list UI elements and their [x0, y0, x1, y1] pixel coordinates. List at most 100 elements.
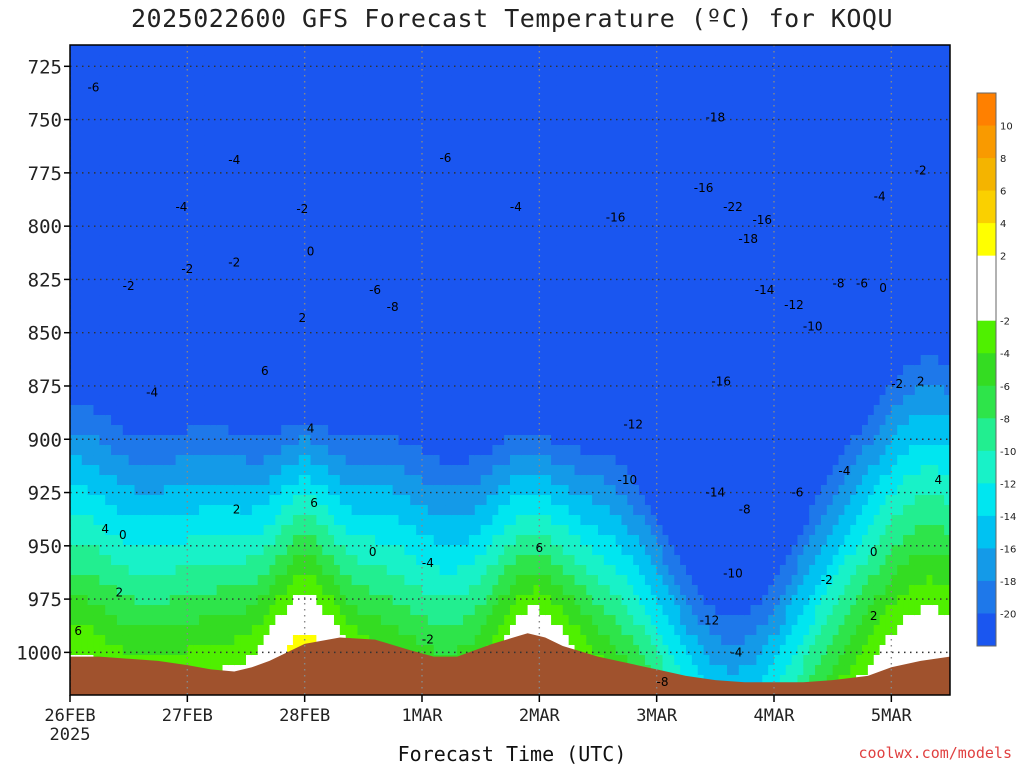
y-tick-label: 925 [28, 483, 62, 505]
contour-label: 4 [307, 422, 315, 436]
contour-label: -6 [87, 81, 99, 95]
legend-label: -4 [1000, 349, 1010, 360]
contour-label: -18 [706, 110, 726, 124]
site-credit: coolwx.com/models [858, 744, 1012, 762]
contour-label: 0 [119, 528, 127, 542]
contour-label: 0 [307, 245, 315, 259]
contour-label: -4 [510, 200, 522, 214]
legend-swatch [977, 190, 996, 224]
contour-label: -16 [606, 211, 626, 225]
contour-label: -12 [623, 417, 643, 431]
contour-label: -4 [146, 385, 158, 399]
x-tick-label: 28FEB [279, 706, 330, 726]
temperature-field [70, 45, 950, 695]
legend-swatch [977, 548, 996, 582]
x-tick-label: 26FEB [44, 706, 95, 726]
color-legend: 10 8 6 4 2 -2 -4 -6 -8 -10 -12 -14 -16 -18 -20 [976, 92, 1016, 647]
contour-label: -2 [915, 164, 927, 178]
legend-swatch [977, 255, 996, 289]
legend-swatch [977, 418, 996, 452]
contour-label: -16 [694, 181, 714, 195]
contour-label: -4 [874, 189, 886, 203]
contour-label: -6 [856, 277, 868, 291]
contour-label: -4 [422, 556, 434, 570]
y-tick-label: 1000 [16, 642, 62, 664]
legend-label: -12 [1000, 479, 1016, 490]
contour-label: -2 [891, 377, 903, 391]
x-tick-label: 3MAR [636, 706, 678, 726]
contour-label: -2 [422, 633, 434, 647]
contour-label: 6 [74, 624, 82, 638]
x-tick-sublabel: 2025 [50, 725, 91, 745]
legend-label: 6 [1000, 187, 1006, 198]
legend-label: 4 [1000, 219, 1006, 230]
legend-swatch [977, 223, 996, 257]
contour-label: -8 [739, 503, 751, 517]
x-tick-label: 27FEB [162, 706, 213, 726]
contour-labels: -6-2-2 -2-4-4-4-20246620426-6-8-6-40-4-26… [74, 81, 942, 690]
y-tick-label: 900 [28, 429, 62, 451]
contour-label: -2 [123, 279, 135, 293]
legend-swatch [977, 450, 996, 484]
axes: 725 750 775 800 825 850 875 900 925 950 975 1000 26F… [16, 56, 912, 745]
contour-label: -4 [175, 200, 187, 214]
terrain-layer [70, 633, 950, 695]
contour-label: -10 [618, 473, 638, 487]
contour-label: -4 [730, 645, 742, 659]
legend-label: -14 [1000, 512, 1016, 523]
legend-label: -6 [1000, 382, 1010, 393]
legend-frame [976, 92, 997, 647]
contour-label: -8 [657, 675, 669, 689]
contour-label: 0 [879, 281, 887, 295]
legend-label: -16 [1000, 544, 1016, 555]
contour-label: -12 [784, 298, 804, 312]
contour-label: -10 [723, 567, 743, 581]
contour-label: 0 [369, 545, 377, 559]
contour-label: -6 [369, 283, 381, 297]
y-tick-label: 825 [28, 269, 62, 291]
contour-label: 0 [870, 545, 878, 559]
x-axis-label: Forecast Time (UTC) [397, 742, 627, 766]
legend-swatch [977, 385, 996, 419]
legend-swatch [977, 158, 996, 192]
contour-label: -10 [803, 319, 823, 333]
x-tick-label: 1MAR [402, 706, 444, 726]
legend-swatch [977, 515, 996, 549]
legend-label: -18 [1000, 577, 1016, 588]
y-tick-label: 750 [28, 110, 62, 132]
contour-label: 2 [870, 609, 878, 623]
y-tick-label: 725 [28, 56, 62, 78]
contour-label: -14 [706, 486, 726, 500]
legend-label: -10 [1000, 447, 1016, 458]
legend-swatch [977, 125, 996, 159]
legend-label: 10 [1000, 122, 1013, 133]
contour-label: -16 [711, 375, 731, 389]
contour-label: -22 [723, 200, 743, 214]
contour-label: -6 [439, 151, 451, 165]
contour-label: 4 [934, 473, 942, 487]
legend-label: 2 [1000, 252, 1006, 263]
contour-label: 2 [115, 586, 123, 600]
contour-label: 2 [917, 375, 925, 389]
y-tick-label: 950 [28, 536, 62, 558]
y-tick-label: 800 [28, 216, 62, 238]
contour-label: -2 [228, 255, 240, 269]
contour-label: -12 [700, 613, 720, 627]
contour-label: -2 [296, 202, 308, 216]
contour-label: 6 [261, 364, 269, 378]
x-tick-label: 5MAR [871, 706, 913, 726]
legend-label: 8 [1000, 154, 1006, 165]
legend-swatch [977, 288, 996, 322]
plot-frame [69, 44, 951, 696]
contour-label: -4 [838, 464, 850, 478]
x-tick-label: 2MAR [519, 706, 561, 726]
legend-swatch [977, 320, 996, 354]
contour-label: -4 [228, 153, 240, 167]
y-tick-label: 850 [28, 323, 62, 345]
terrain-ground [70, 633, 950, 695]
legend-label: -8 [1000, 414, 1010, 425]
grid-lines [70, 45, 950, 695]
contour-label: 2 [233, 503, 241, 517]
legend-swatch [977, 580, 996, 614]
